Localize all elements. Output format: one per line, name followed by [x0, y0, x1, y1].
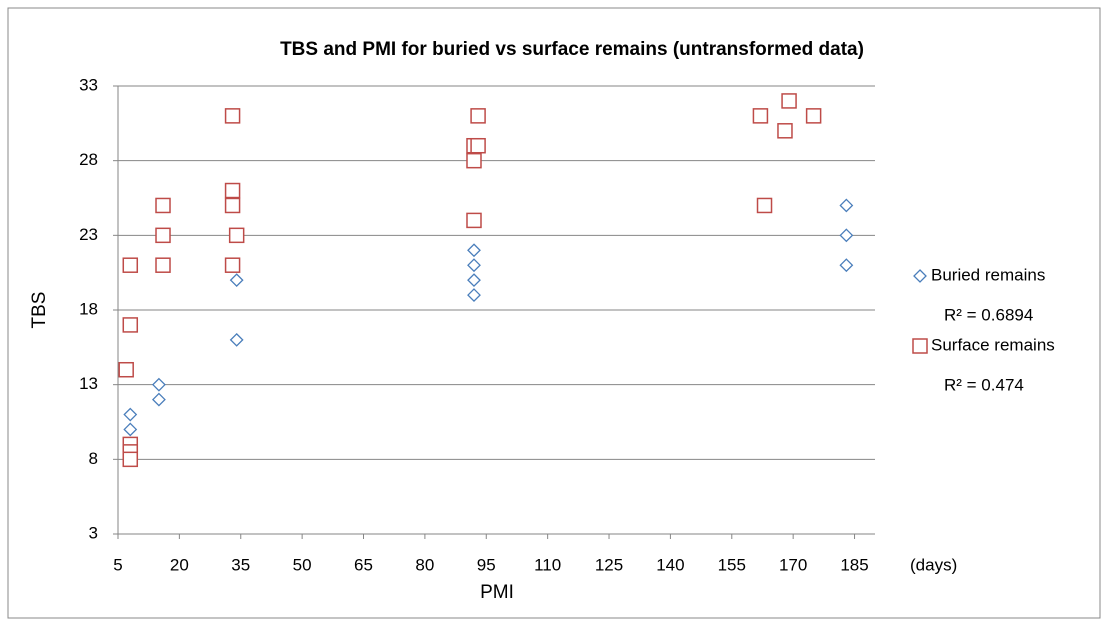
square-marker	[122, 317, 139, 333]
diamond-marker	[229, 273, 244, 288]
square-marker	[466, 212, 482, 229]
x-tick-label: 20	[170, 555, 189, 574]
square-marker	[155, 197, 171, 214]
diamond-marker	[467, 288, 481, 302]
square-marker	[228, 227, 245, 244]
diamond-marker	[839, 198, 854, 213]
square-marker	[122, 257, 139, 273]
square-marker	[224, 108, 241, 124]
r-squared-label: R² = 0.6894	[944, 305, 1033, 324]
diamond-marker	[839, 228, 854, 243]
x-tick-label: 95	[477, 555, 496, 574]
square-marker	[912, 338, 928, 354]
y-tick-label: 28	[79, 150, 98, 169]
square-marker	[155, 227, 171, 244]
x-tick-label: 5	[113, 555, 122, 574]
square-marker	[470, 137, 486, 154]
square-marker	[118, 361, 134, 378]
x-tick-label: 185	[840, 555, 868, 574]
diamond-marker	[151, 392, 166, 407]
square-marker	[805, 108, 822, 124]
y-tick-label: 3	[89, 523, 98, 542]
diamond-marker	[467, 258, 481, 273]
diamond-marker	[123, 422, 138, 437]
r-squared-label: R² = 0.474	[944, 375, 1024, 394]
diamond-marker	[229, 332, 244, 347]
x-tick-label: 170	[779, 555, 807, 574]
square-marker	[752, 108, 769, 124]
diamond-marker	[467, 243, 481, 258]
square-marker	[224, 197, 241, 214]
square-marker	[466, 152, 482, 169]
square-marker	[155, 257, 171, 273]
x-tick-label: 35	[231, 555, 250, 574]
legend-label: Buried remains	[931, 265, 1045, 284]
diamond-marker	[123, 407, 138, 422]
y-axis-label: TBS	[29, 292, 50, 329]
square-marker	[781, 93, 797, 109]
chart-frame	[7, 7, 1101, 619]
x-tick-label: 50	[293, 555, 312, 574]
y-tick-label: 13	[79, 374, 98, 393]
chart-title: TBS and PMI for buried vs surface remain…	[280, 39, 864, 60]
square-marker	[224, 182, 241, 199]
square-marker	[470, 108, 486, 124]
x-tick-label: 140	[656, 555, 684, 574]
square-marker	[777, 123, 793, 139]
diamond-marker	[467, 273, 481, 288]
diamond-marker	[913, 269, 927, 283]
legend-label: Surface remains	[931, 335, 1055, 354]
diamond-marker	[151, 377, 166, 392]
x-tick-label: 110	[534, 555, 561, 574]
y-tick-label: 18	[79, 299, 98, 318]
x-tick-label: 125	[595, 555, 623, 574]
square-marker	[224, 257, 241, 273]
y-tick-label: 23	[79, 225, 98, 244]
x-tick-label: 80	[415, 555, 434, 574]
x-tick-label: 65	[354, 555, 373, 574]
x-tick-label: 155	[718, 555, 746, 574]
y-tick-label: 8	[89, 449, 98, 468]
x-unit-note: (days)	[910, 555, 957, 574]
diamond-marker	[839, 258, 854, 273]
square-marker	[756, 197, 773, 214]
x-axis-label: PMI	[480, 582, 514, 603]
y-tick-label: 33	[79, 75, 98, 94]
square-marker	[122, 451, 139, 468]
